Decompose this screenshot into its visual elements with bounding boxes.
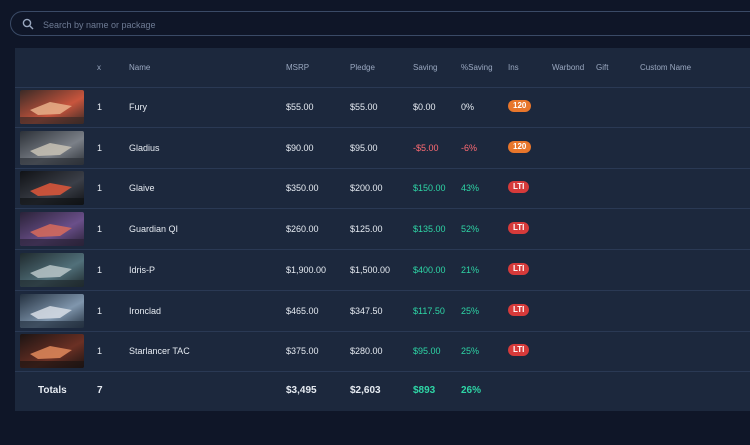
pct-saving-cell: 25% (461, 346, 480, 357)
pct-saving-cell: 43% (461, 183, 480, 194)
qty-cell: 1 (97, 224, 103, 235)
totals-saving: $893 (413, 385, 436, 396)
insurance-badge: LTI (508, 181, 530, 194)
insurance-badge: LTI (508, 303, 530, 316)
qty-cell: 1 (97, 142, 103, 153)
name-cell: Starlancer TAC (129, 346, 190, 357)
ship-thumbnail[interactable] (20, 252, 84, 287)
name-cell: Fury (129, 102, 147, 112)
qty-cell: 1 (97, 102, 103, 112)
pct-saving-cell: -6% (461, 142, 478, 153)
msrp-cell: $350.00 (286, 183, 319, 194)
saving-cell: $0.00 (413, 102, 436, 112)
pledge-cell: $200.00 (350, 183, 383, 194)
saving-cell: $95.00 (413, 346, 441, 357)
qty-cell: 1 (97, 346, 103, 357)
insurance-badge: 120 (508, 140, 532, 153)
header-saving[interactable]: Saving (413, 63, 438, 72)
pct-saving-cell: 0% (461, 102, 475, 112)
totals-label: Totals (38, 385, 67, 396)
header-ins[interactable]: Ins (508, 63, 519, 72)
header-pledge[interactable]: Pledge (350, 63, 375, 72)
saving-cell: $117.50 (413, 305, 445, 316)
table-row[interactable]: 1 Ironclad $465.00 $347.50 $117.50 25% LTI (15, 291, 750, 332)
msrp-cell: $375.00 (286, 346, 319, 357)
saving-cell: $400.00 (413, 264, 446, 275)
ship-thumbnail[interactable] (20, 334, 84, 369)
pct-saving-cell: 21% (461, 264, 480, 275)
pledge-cell: $280.00 (350, 346, 383, 357)
qty-cell: 1 (97, 264, 103, 275)
insurance-badge: LTI (508, 222, 530, 235)
totals-pledge: $2,603 (350, 385, 381, 396)
pledge-cell: $1,500.00 (350, 264, 391, 275)
header-custom-name[interactable]: Custom Name (640, 63, 692, 72)
msrp-cell: $90.00 (286, 142, 314, 153)
name-cell: Ironclad (129, 305, 162, 316)
ship-thumbnail[interactable] (20, 171, 84, 206)
ship-thumbnail[interactable] (20, 90, 84, 124)
header-gift[interactable]: Gift (596, 63, 609, 72)
ship-thumbnail[interactable] (20, 130, 84, 165)
totals-msrp: $3,495 (286, 385, 317, 396)
qty-cell: 1 (97, 305, 103, 316)
table-row[interactable]: 1 Guardian QI $260.00 $125.00 $135.00 52% LTI (15, 209, 750, 251)
saving-cell: $150.00 (413, 183, 446, 194)
name-cell: Guardian QI (129, 224, 179, 235)
name-cell: Idris-P (129, 264, 156, 275)
header-name[interactable]: Name (129, 63, 151, 72)
search-icon (22, 18, 34, 30)
insurance-badge: LTI (508, 344, 530, 357)
msrp-cell: $1,900.00 (286, 264, 327, 275)
pledge-cell: $95.00 (350, 142, 378, 153)
msrp-cell: $55.00 (286, 102, 314, 112)
pledge-cell: $125.00 (350, 224, 383, 235)
msrp-cell: $465.00 (286, 305, 319, 316)
totals-qty: 7 (97, 385, 103, 396)
qty-cell: 1 (97, 183, 103, 194)
name-cell: Gladius (129, 142, 160, 153)
totals-row: Totals 7 $3,495 $2,603 $893 26% (15, 372, 750, 411)
saving-cell: $135.00 (413, 224, 446, 235)
pledge-cell: $347.50 (350, 305, 383, 316)
ship-thumbnail[interactable] (20, 212, 84, 247)
table-row[interactable]: 1 Glaive $350.00 $200.00 $150.00 43% LTI (15, 168, 750, 210)
search-input[interactable] (41, 14, 645, 35)
pct-saving-cell: 52% (461, 224, 480, 235)
header-warbond[interactable]: Warbond (552, 63, 585, 72)
ships-table: x Name MSRP Pledge Saving %Saving Ins Wa… (15, 48, 750, 411)
name-cell: Glaive (129, 183, 155, 194)
search-bar[interactable] (10, 11, 750, 36)
ship-thumbnail[interactable] (20, 293, 84, 328)
header-qty[interactable]: x (97, 63, 101, 72)
totals-pct-saving: 26% (461, 385, 482, 396)
pledge-cell: $55.00 (350, 102, 378, 112)
table-row[interactable]: 1 Idris-P $1,900.00 $1,500.00 $400.00 21% LTI (15, 250, 750, 291)
table-header: x Name MSRP Pledge Saving %Saving Ins Wa… (15, 48, 750, 88)
table-row[interactable]: 1 Fury $55.00 $55.00 $0.00 0% 120 (15, 87, 750, 128)
header-pct-saving[interactable]: %Saving (461, 63, 493, 72)
table-row[interactable]: 1 Starlancer TAC $375.00 $280.00 $95.00 25% LT… (15, 331, 750, 373)
pct-saving-cell: 25% (461, 305, 480, 316)
table-row[interactable]: 1 Gladius $90.00 $95.00 -$5.00 -6% 120 (15, 128, 750, 169)
header-msrp[interactable]: MSRP (286, 63, 310, 72)
insurance-badge: 120 (508, 100, 532, 112)
saving-cell: -$5.00 (413, 142, 439, 153)
msrp-cell: $260.00 (286, 224, 319, 235)
insurance-badge: LTI (508, 262, 530, 275)
